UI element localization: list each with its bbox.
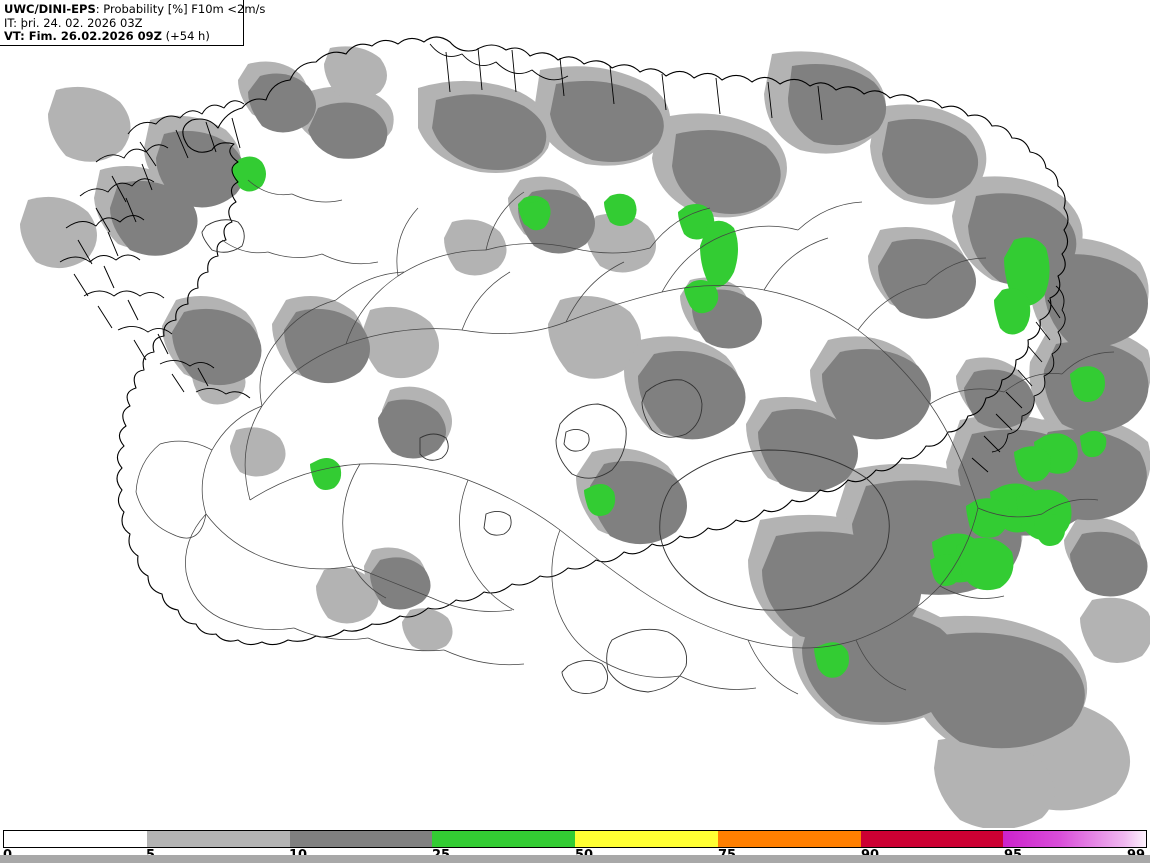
colorbar-band-90-95 [860,831,1004,847]
colorbar-band-50-75 [575,831,718,847]
road-network [135,179,1115,695]
map-info-box: UWC/DINI-EPS: Probability [%] F10m <2m/s… [0,0,265,46]
coastline [116,36,1069,646]
info-line-product: UWC/DINI-EPS: Probability [%] F10m <2m/s [4,2,265,17]
glacier-outlines [201,219,890,694]
westfjords-detail [59,100,251,399]
prob-layer-25-50 [232,156,1107,678]
product-separator: : [95,2,104,16]
colorbar-band-75-90 [717,831,861,847]
product-label: Probability [%] F10m <2m/s [103,2,266,16]
valid-time-label: VT: Fim. 26.02.2026 09Z [4,29,162,43]
info-line-valid: VT: Fim. 26.02.2026 09Z (+54 h) [4,29,239,44]
legend-baseline-strip [0,855,1150,863]
colorbar-band-95-99 [1003,831,1146,847]
prob-layer-10-25 [110,64,1149,749]
iceland-probability-map [20,36,1150,828]
northcoast-detail [429,43,823,121]
lead-time-label: (+54 h) [161,29,210,43]
info-line-init: IT: þri. 24. 02. 2026 03Z [4,15,143,30]
colorbar-bands [3,830,1147,848]
map-canvas[interactable]: UWC/DINI-EPS: Probability [%] F10m <2m/s… [0,0,1150,828]
colorbar-band-10-25 [289,831,433,847]
eastfjords-detail [971,285,1066,473]
colorbar-band-0-5 [4,831,147,847]
colorbar-band-5-10 [146,831,290,847]
model-label: UWC/DINI-EPS [4,2,96,16]
colorbar-band-25-50 [432,831,575,847]
